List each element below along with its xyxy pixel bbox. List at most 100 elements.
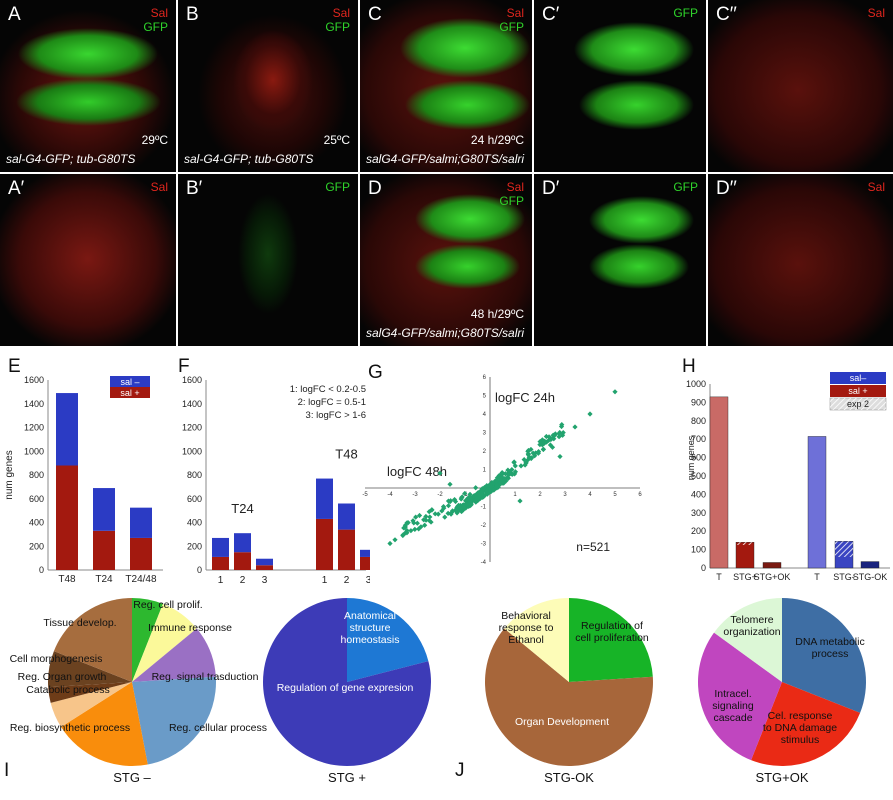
scatter-point — [505, 467, 511, 473]
x-tick-label: -5 — [362, 492, 368, 498]
x-tick-label: 5 — [613, 492, 617, 498]
panel-label: D′ — [542, 178, 560, 199]
scatter-point — [437, 470, 443, 476]
x-tick-label: -4 — [387, 492, 393, 498]
y-tick-label: 400 — [691, 489, 706, 499]
channel-gfp: GFP — [325, 20, 350, 34]
y-tick-label: -1 — [481, 505, 487, 511]
pie-label: Behavioral — [501, 610, 551, 622]
pie-label: Reg. biosynthetic process — [10, 722, 130, 734]
panel-C-double-prime: C′′ Sal — [708, 0, 893, 172]
scatter-point — [402, 522, 408, 528]
scatter-point — [405, 520, 411, 526]
y-tick-label: 4 — [483, 412, 487, 418]
panel-label: C — [368, 4, 382, 25]
bar — [807, 436, 827, 569]
temperature: 29ºC — [141, 133, 168, 147]
scatter-point — [473, 485, 479, 491]
bar — [762, 562, 782, 569]
y-tick-label: 400 — [29, 518, 44, 528]
scatter-point — [557, 453, 563, 460]
pie-label: Reg. Organ growth — [18, 671, 107, 683]
y-tick-label: 500 — [691, 471, 706, 481]
y-tick-label: 1000 — [182, 446, 202, 456]
scatter-point — [494, 475, 500, 481]
bar-sal-plus — [56, 465, 78, 570]
scatter-point — [559, 432, 566, 438]
channel-sal: Sal — [332, 6, 350, 20]
pie-label: signaling — [712, 700, 754, 712]
y-tick-label: 100 — [691, 545, 706, 555]
bar-sal-minus — [360, 549, 370, 557]
legend-note: 2: logFC = 0.5-1 — [298, 397, 366, 408]
legend-swatch-sal-minus — [110, 376, 150, 387]
pie-label: Telomere — [730, 614, 773, 626]
scatter-point — [413, 514, 419, 520]
y-tick-label: 800 — [187, 470, 202, 480]
legend-note: 3: logFC > 1-6 — [306, 410, 366, 421]
y-tick-label: 5 — [483, 394, 487, 400]
channel-sal: Sal — [506, 6, 524, 20]
pie-label: Regulation of gene expresion — [277, 682, 414, 694]
bar-sal-plus — [256, 565, 273, 570]
panel-label: B — [186, 4, 199, 25]
panel-label: C′ — [542, 4, 560, 25]
y-tick-label: 1 — [483, 468, 487, 474]
x-tick-label: 1 — [322, 575, 328, 585]
pie-label: Tissue develop. — [43, 617, 116, 629]
panel-letter-G: G — [368, 362, 383, 383]
panel-letter-I: I — [4, 760, 10, 781]
legend-label: sal– — [850, 373, 867, 383]
scatter-point — [501, 480, 507, 486]
chart-H: 0 100 200 300 400 500 600 700 800 900 1000 num gene… — [686, 372, 890, 582]
group-label: T24 — [231, 501, 253, 516]
pie-slice — [48, 651, 132, 688]
pie-slice — [132, 603, 197, 682]
y-tick-label: 600 — [187, 494, 202, 504]
y-tick-label: 3 — [483, 431, 487, 437]
pie-slice — [782, 598, 866, 713]
y-tick-label: 1600 — [24, 375, 44, 385]
x-tick-label: STG+ — [733, 572, 757, 582]
scatter-point — [441, 505, 447, 511]
scatter-point — [423, 513, 429, 520]
y-tick-label: 200 — [187, 541, 202, 551]
pie-label: Organ Development — [515, 716, 609, 728]
scatter-point — [445, 503, 452, 509]
bar — [709, 396, 729, 569]
scatter-point — [549, 444, 556, 450]
scatter-point — [467, 494, 473, 500]
pie-slice — [61, 682, 148, 766]
bar — [860, 561, 880, 569]
bar-sal-plus — [360, 556, 370, 570]
x-tick-label: T — [716, 572, 722, 582]
pie-slice — [263, 598, 431, 766]
pie-label: Regulation of — [581, 620, 643, 632]
pie-label: Cel. response — [768, 710, 833, 722]
pie-label: Catabolic process — [26, 684, 109, 696]
panel-D: D Sal GFP 48 h/29ºC salG4-GFP/salmi;G80T… — [360, 174, 532, 346]
scatter-point — [494, 478, 500, 484]
channel-gfp: GFP — [143, 20, 168, 34]
channel-gfp: GFP — [673, 180, 698, 194]
channel-gfp: GFP — [499, 20, 524, 34]
scatter-point — [539, 439, 546, 445]
x-tick-label: 3 — [563, 492, 567, 498]
pie-slice — [714, 598, 782, 682]
pie-label: cell proliferation — [575, 632, 649, 644]
group-label: T48 — [335, 447, 357, 462]
pie-slice — [53, 598, 133, 682]
channel-gfp: GFP — [499, 194, 524, 208]
y-tick-label: -3 — [481, 542, 487, 548]
panel-label: D′′ — [716, 178, 737, 199]
channel-sal: Sal — [506, 180, 524, 194]
scatter-point — [517, 498, 523, 504]
bar-sal-plus — [316, 518, 333, 570]
pie-label: Immune response — [148, 622, 232, 634]
legend-label: exp 2 — [847, 399, 869, 409]
y-tick-label: -4 — [481, 560, 487, 566]
scatter-point — [556, 434, 562, 440]
pie-label: DNA metabolic — [795, 636, 864, 648]
scatter-point — [487, 482, 493, 488]
x-tick-label: STG+OK — [754, 572, 791, 582]
